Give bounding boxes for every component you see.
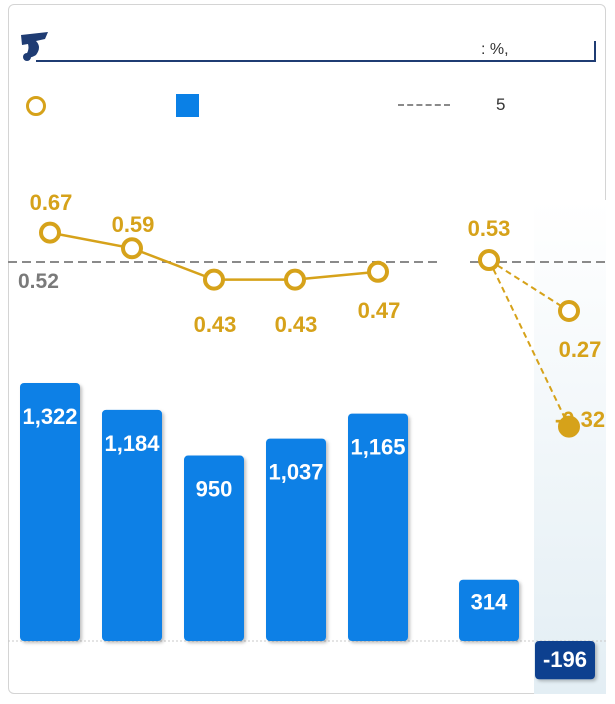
legend-bar-marker-icon xyxy=(176,94,199,117)
bar-2 xyxy=(102,409,162,641)
bar-4 xyxy=(266,438,326,641)
projection-point-2 xyxy=(558,415,580,438)
bar-value-label-6: 314 xyxy=(471,590,508,615)
legend-line-marker-icon xyxy=(26,96,46,116)
line-value-label-3: 0.43 xyxy=(194,312,237,337)
line-value-label-4: 0.43 xyxy=(275,312,318,337)
bar-6 xyxy=(459,579,519,641)
projection-value-label-1: 0.27 xyxy=(559,337,602,362)
line-point-3 xyxy=(203,268,225,291)
line-value-label-2: 0.59 xyxy=(112,212,155,237)
forecast-zone xyxy=(534,200,606,694)
line-point-5 xyxy=(367,260,389,283)
bar-value-label-1: 1,322 xyxy=(22,404,77,429)
projection-line-1 xyxy=(488,259,570,312)
bar-value-label-3: 950 xyxy=(196,477,233,502)
line-value-label-1: 0.67 xyxy=(30,190,73,215)
brand-logo-icon xyxy=(21,32,48,61)
bar-value-label-5: 1,165 xyxy=(350,435,405,460)
legend-five-label: 5 xyxy=(496,95,506,114)
line-point-2 xyxy=(121,237,143,260)
bar-value-label-7: -196 xyxy=(543,647,587,672)
bar-value-label-4: 1,037 xyxy=(268,460,323,485)
reference-line-label: 0.52 xyxy=(18,270,59,293)
projection-point-1 xyxy=(558,300,580,322)
line-point-4 xyxy=(284,268,306,291)
legend-reference-dash xyxy=(398,104,450,106)
bar-3 xyxy=(184,455,244,641)
line-value-label-6: 0.53 xyxy=(468,216,511,241)
line-value-label-5: 0.47 xyxy=(358,298,401,323)
bar-value-label-2: 1,184 xyxy=(104,431,160,456)
line-point-6 xyxy=(478,249,500,272)
unit-label: : %, xyxy=(481,41,509,58)
header-rule xyxy=(36,60,596,62)
projection-line-2 xyxy=(488,259,570,428)
bar-7 xyxy=(535,641,595,680)
header-rule-end xyxy=(594,41,596,62)
bar-1 xyxy=(20,382,80,641)
bar-5 xyxy=(348,413,408,641)
projection-value-label-2: -0.32 xyxy=(555,407,605,432)
line-point-1 xyxy=(39,221,61,244)
